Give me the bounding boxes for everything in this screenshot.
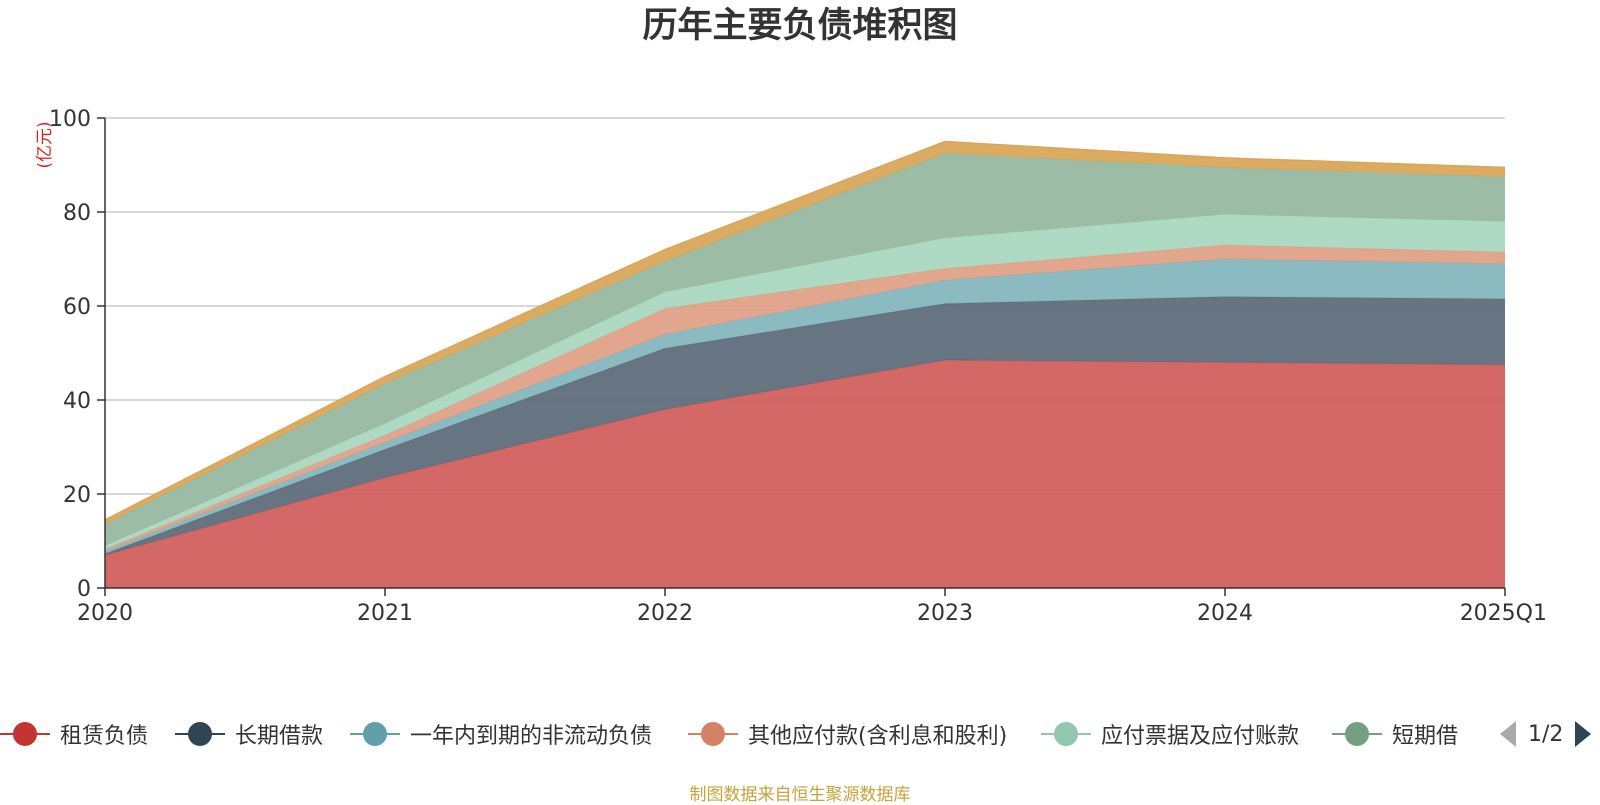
legend-swatch-icon xyxy=(175,712,225,756)
legend-item[interactable]: 租赁负债 xyxy=(0,712,148,756)
legend-pager: 1/2 xyxy=(1498,712,1593,756)
area-series xyxy=(104,140,1506,588)
area-series-1 xyxy=(105,360,1505,588)
y-tick-label: 20 xyxy=(63,483,91,508)
area-series-6 xyxy=(105,153,1505,546)
legend-swatch-icon xyxy=(0,712,50,756)
legend-label: 租赁负债 xyxy=(60,724,149,749)
prev-page-icon[interactable] xyxy=(1498,719,1518,749)
x-tick-label: 2024 xyxy=(1197,601,1253,626)
y-axis-label: (亿元) xyxy=(35,121,55,168)
x-tick-label: 2020 xyxy=(77,601,133,626)
legend-item[interactable]: 短期借 xyxy=(1332,712,1458,756)
y-tick-label: 40 xyxy=(63,389,91,414)
legend-page-indicator: 1/2 xyxy=(1528,721,1564,747)
chart-title: 历年主要负债堆积图 xyxy=(642,6,958,46)
y-tick-label: 60 xyxy=(63,295,91,320)
legend-label: 短期借 xyxy=(1392,724,1459,749)
next-page-icon[interactable] xyxy=(1573,719,1593,749)
legend-swatch-icon xyxy=(688,712,738,756)
legend-swatch-icon xyxy=(1041,712,1091,756)
area-series-3 xyxy=(105,259,1505,554)
axes: 0 20 40 60 80 100 2020 2021 2022 2023 2024 2025Q1 xyxy=(49,107,1547,626)
legend-item[interactable]: 其他应付款(含利息和股利) xyxy=(688,712,1007,756)
y-tick-label: 80 xyxy=(63,201,91,226)
data-source-footer: 制图数据来自恒生聚源数据库 xyxy=(689,785,911,805)
legend-swatch-icon xyxy=(350,712,400,756)
x-tick-label: 2022 xyxy=(637,601,693,626)
legend-item[interactable]: 应付票据及应付账款 xyxy=(1041,712,1299,756)
y-tick-label: 100 xyxy=(49,107,91,132)
x-tick-label: 2021 xyxy=(357,601,413,626)
series-line-7 xyxy=(104,140,1506,521)
legend-label: 长期借款 xyxy=(235,724,324,749)
x-tick-label: 2025Q1 xyxy=(1460,601,1547,626)
area-series-2 xyxy=(105,296,1505,556)
legend-label: 其他应付款(含利息和股利) xyxy=(748,724,1008,749)
area-series-5 xyxy=(105,214,1505,549)
legend-label: 一年内到期的非流动负债 xyxy=(410,724,653,749)
legend-item[interactable]: 长期借款 xyxy=(175,712,323,756)
legend-item[interactable]: 一年内到期的非流动负债 xyxy=(350,712,652,756)
y-tick-label: 0 xyxy=(77,577,91,602)
legend-label: 应付票据及应付账款 xyxy=(1101,724,1300,749)
area-series-4 xyxy=(105,244,1505,552)
legend-swatch-icon xyxy=(1332,712,1382,756)
legend: 租赁负债 长期借款 一年内到期的非流动负债 其他应付款(含利息和股利) 应付票据及应付账… xyxy=(0,712,1600,756)
x-tick-label: 2023 xyxy=(917,601,973,626)
